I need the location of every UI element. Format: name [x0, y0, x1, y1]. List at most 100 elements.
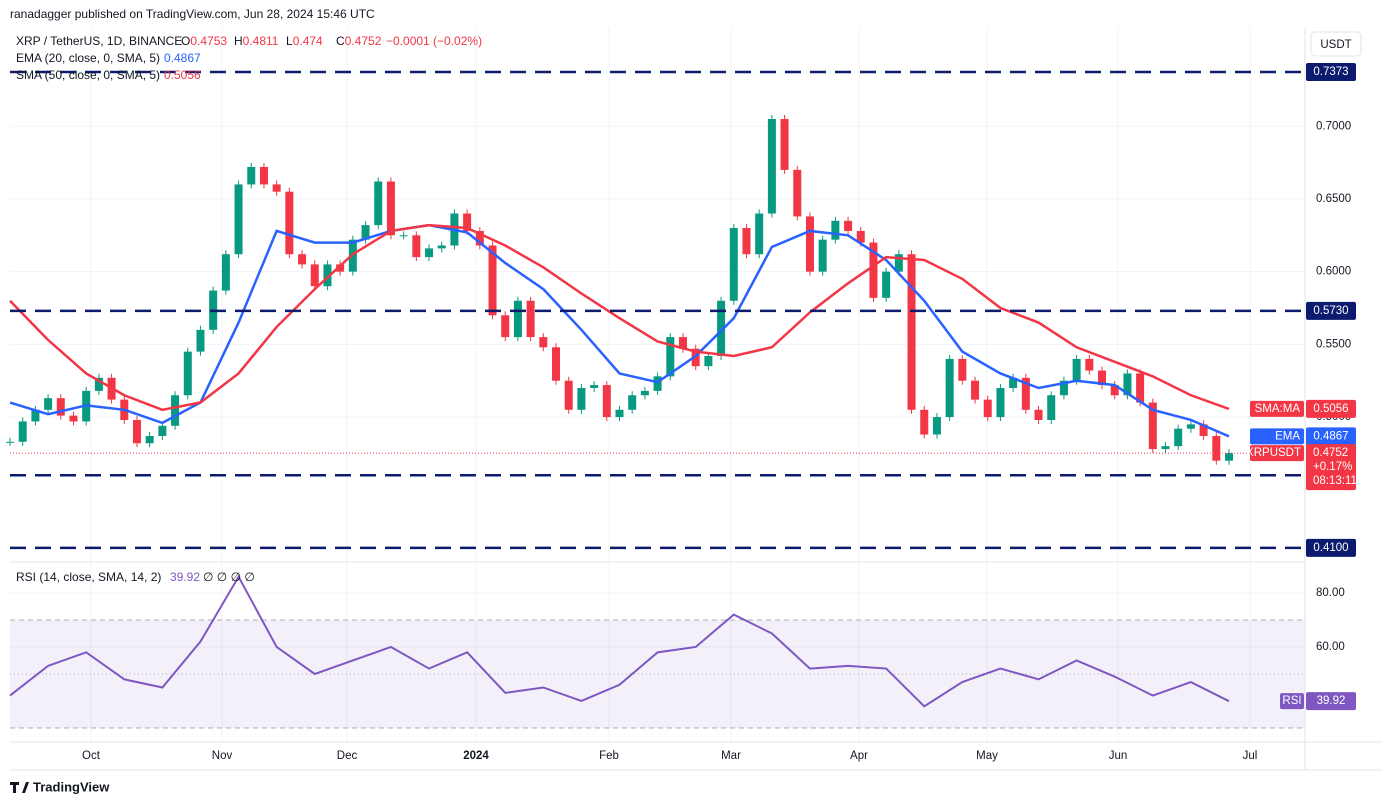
candle — [1225, 453, 1233, 461]
candle — [1136, 373, 1145, 403]
candle — [717, 300, 726, 356]
candle — [882, 271, 891, 298]
candle — [1072, 358, 1081, 381]
rsi-value: 39.92 — [170, 570, 200, 584]
indicator-1-name: SMA:MA — [1255, 403, 1301, 415]
level-label-box — [1306, 63, 1356, 82]
candle — [1161, 446, 1170, 450]
candle — [552, 347, 561, 381]
candle — [272, 184, 281, 192]
candle — [780, 118, 789, 170]
candle — [755, 213, 764, 255]
candle — [1199, 424, 1208, 436]
high: 0.4811 — [243, 34, 279, 48]
level-label-box — [1306, 538, 1356, 557]
candle — [323, 264, 332, 287]
x-tick-label: 2024 — [463, 750, 489, 762]
publisher: ranadagger published on TradingView.com,… — [10, 7, 375, 21]
currency-button[interactable] — [1310, 31, 1362, 57]
candle — [1123, 373, 1132, 396]
candle — [1047, 395, 1056, 420]
candle — [31, 409, 40, 422]
candle — [539, 337, 548, 348]
candle — [386, 181, 395, 236]
rsi-last: 39.92 — [1317, 695, 1346, 707]
indicator-0-name-box — [1250, 428, 1304, 445]
plot — [6, 70, 1305, 729]
candle — [767, 118, 776, 214]
candle — [729, 228, 738, 301]
candle — [234, 184, 243, 255]
indicator-0-value: 0.4867 — [1313, 430, 1348, 442]
y-tick-label: 0.5500 — [1316, 338, 1351, 350]
candle — [526, 300, 535, 338]
candle — [361, 225, 370, 240]
y-tick-label: 0.7000 — [1316, 120, 1351, 132]
candle — [298, 254, 307, 265]
candle — [399, 235, 408, 237]
candle — [653, 376, 662, 391]
candle — [564, 380, 573, 410]
candle — [894, 254, 903, 272]
candle — [1148, 402, 1157, 450]
price-change: +0.17% — [1313, 461, 1352, 473]
x-tick-label: Jun — [1109, 750, 1128, 762]
candle — [56, 398, 65, 416]
ohlc-o: O0.4753 — [181, 34, 227, 48]
candle — [590, 385, 599, 388]
indicator-1-value-box — [1306, 399, 1356, 418]
legend: XRP / TetherUS, 1D, BINANCE O0.4753 H0.4… — [16, 34, 482, 584]
y-tick-label: 60.00 — [1316, 641, 1345, 653]
indicator-1-name-box — [1250, 400, 1304, 417]
candle — [44, 398, 53, 410]
candle — [1098, 370, 1107, 386]
indicator-1-value: 0.5056 — [1313, 403, 1348, 415]
currency[interactable]: USDT — [1320, 39, 1351, 51]
ohlc-l: L0.474 — [286, 34, 323, 48]
x-tick-label: Dec — [337, 750, 358, 762]
candle — [437, 245, 446, 249]
ema-legend: EMA (20, close, 0, SMA, 5) — [16, 51, 160, 65]
sma-value: 0.5056 — [164, 68, 201, 82]
candle — [158, 425, 167, 436]
candle — [145, 435, 154, 444]
candle — [259, 166, 268, 185]
level-label-box — [1306, 301, 1356, 320]
candle — [577, 387, 586, 410]
rsi-legend: RSI (14, close, SMA, 14, 2) — [16, 570, 161, 584]
level-label: 0.7373 — [1313, 66, 1348, 78]
candle — [742, 228, 751, 255]
candle — [374, 181, 383, 226]
price-value-box — [1306, 444, 1356, 491]
y-tick-label: 80.00 — [1316, 587, 1345, 599]
candle — [513, 300, 522, 338]
candle — [501, 315, 510, 338]
x-tick-label: Nov — [212, 750, 233, 762]
candle — [1021, 377, 1030, 410]
candle — [958, 358, 967, 381]
grid — [10, 28, 1305, 742]
y-tick-label: 0.6500 — [1316, 193, 1351, 205]
price-name: XRPUSDT — [1246, 447, 1301, 459]
candle — [94, 377, 103, 391]
change: −0.0001 (−0.02%) — [386, 34, 482, 48]
candle — [69, 415, 78, 422]
candle — [678, 337, 687, 349]
logo-mark — [10, 782, 29, 793]
close: 0.4752 — [345, 34, 382, 48]
candle — [475, 230, 484, 246]
candle — [996, 387, 1005, 418]
candle — [1110, 385, 1119, 396]
candle — [6, 441, 14, 443]
x-tick-label: Mar — [721, 750, 741, 762]
rsi-name-box — [1280, 693, 1304, 710]
candle — [1085, 358, 1094, 371]
candle — [132, 419, 141, 444]
candle — [666, 337, 675, 377]
candle — [844, 220, 853, 231]
candle — [488, 245, 497, 316]
candle — [628, 395, 637, 410]
axis-labels: Oct Nov Dec 2024 Feb Mar Apr May Jun Jul 0.7000 0.6… — [82, 63, 1357, 762]
